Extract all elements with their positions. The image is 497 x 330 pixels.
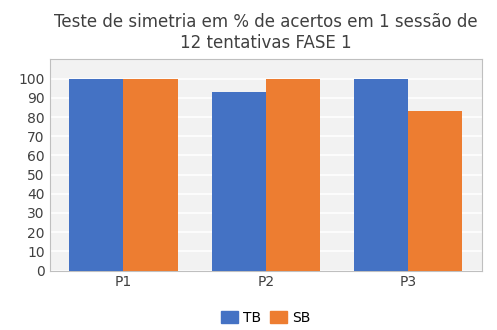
Bar <box>212 92 266 271</box>
Title: Teste de simetria em % de acertos em 1 sessão de
12 tentativas FASE 1: Teste de simetria em % de acertos em 1 s… <box>54 14 478 52</box>
Bar <box>70 79 123 271</box>
Legend: TB, SB: TB, SB <box>216 305 316 330</box>
Bar <box>354 79 409 271</box>
Bar <box>266 79 320 271</box>
Bar <box>123 79 177 271</box>
Bar <box>409 111 462 271</box>
